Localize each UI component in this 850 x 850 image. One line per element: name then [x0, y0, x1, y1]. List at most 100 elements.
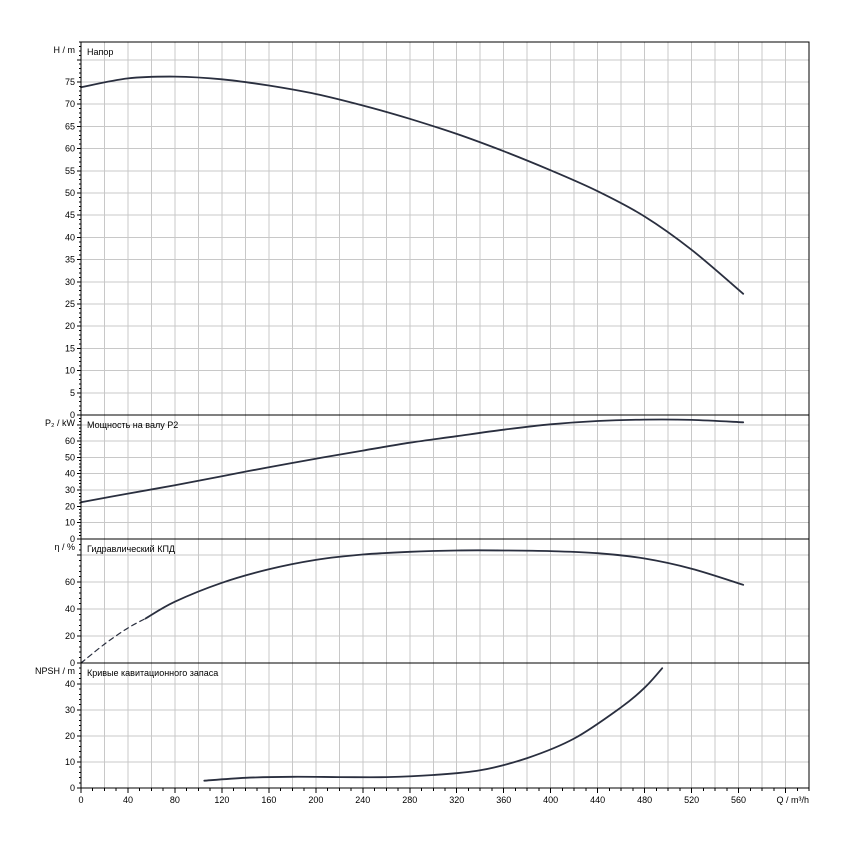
npsh-data-point — [620, 706, 622, 708]
npsh-data-point — [573, 738, 575, 740]
head-data-point — [315, 93, 317, 95]
y-tick-label: 20 — [65, 731, 75, 741]
power-data-point — [503, 429, 505, 431]
y-tick-label: 10 — [65, 518, 75, 528]
npsh-data-point — [292, 776, 294, 778]
power-data-point — [742, 422, 744, 424]
npsh-data-point — [661, 667, 663, 669]
x-tick-label: 320 — [449, 795, 464, 805]
x-tick-label: 160 — [261, 795, 276, 805]
x-tick-label: 80 — [170, 795, 180, 805]
power-data-point — [221, 475, 223, 477]
y-tick-label: 20 — [65, 321, 75, 331]
y-tick-label: 35 — [65, 255, 75, 265]
y-tick-label: 40 — [65, 232, 75, 242]
y-tick-label: 0 — [70, 534, 75, 544]
y-tick-label: 40 — [65, 469, 75, 479]
y-axis-label: NPSH / m — [35, 666, 75, 676]
x-tick-label: 120 — [214, 795, 229, 805]
x-tick-label: 40 — [123, 795, 133, 805]
x-tick-label: 400 — [543, 795, 558, 805]
power-data-point — [127, 493, 129, 495]
efficiency-curve — [144, 549, 745, 620]
y-tick-label: 20 — [65, 501, 75, 511]
npsh-curve — [203, 667, 664, 782]
x-tick-label: 200 — [308, 795, 323, 805]
y-tick-label: 0 — [70, 410, 75, 420]
efficiency-data-point — [503, 550, 505, 552]
power-data-point — [597, 420, 599, 422]
y-tick-label: 20 — [65, 631, 75, 641]
power-data-point — [174, 484, 176, 486]
power-data-point — [409, 442, 411, 444]
panel-title: Гидравлический КПД — [87, 544, 175, 554]
efficiency-data-point — [409, 551, 411, 553]
y-tick-label: 30 — [65, 705, 75, 715]
y-axis-label: P₂ / kW — [45, 418, 75, 428]
efficiency-data-point — [456, 550, 458, 552]
y-tick-label: 0 — [70, 658, 75, 668]
head-data-point — [742, 293, 744, 295]
npsh-data-point — [203, 780, 205, 782]
head-data-point — [174, 76, 176, 78]
y-tick-label: 5 — [70, 388, 75, 398]
efficiency-data-point — [597, 552, 599, 554]
power-curve — [80, 418, 745, 504]
chart-ticks — [77, 41, 810, 793]
head-data-point — [456, 133, 458, 135]
y-tick-label: 30 — [65, 277, 75, 287]
power-data-point — [550, 424, 552, 426]
x-tick-label: 440 — [590, 795, 605, 805]
efficiency-data-point — [691, 568, 693, 570]
chart-curves — [80, 75, 745, 782]
y-tick-label: 10 — [65, 757, 75, 767]
y-axis-label: H / m — [54, 45, 76, 55]
efficiency-data-point — [268, 569, 270, 571]
npsh-data-point — [245, 777, 247, 779]
npsh-data-point — [526, 757, 528, 759]
efficiency-data-point — [221, 582, 223, 584]
power-data-point — [691, 419, 693, 421]
efficiency-curve-dashed — [80, 617, 147, 664]
x-tick-label: 480 — [637, 795, 652, 805]
y-tick-label: 0 — [70, 783, 75, 793]
head-data-point — [268, 85, 270, 87]
chart-grid — [81, 42, 809, 788]
power-data-point — [644, 419, 646, 421]
efficiency-data-point — [362, 554, 364, 556]
y-tick-label: 45 — [65, 210, 75, 220]
efficiency-data-point — [315, 559, 317, 561]
head-data-point — [597, 190, 599, 192]
panel-title: Напор — [87, 47, 113, 57]
x-axis-label: Q / m³/h — [776, 795, 809, 805]
efficiency-data-point — [127, 627, 129, 629]
head-data-point — [127, 78, 129, 80]
head-data-point — [362, 105, 364, 107]
efficiency-data-point — [550, 550, 552, 552]
panel-title: Мощность на валу P2 — [87, 420, 178, 430]
npsh-data-point — [479, 769, 481, 771]
y-tick-label: 50 — [65, 452, 75, 462]
efficiency-data-point — [145, 618, 147, 620]
x-tick-label: 360 — [496, 795, 511, 805]
y-tick-label: 75 — [65, 77, 75, 87]
x-tick-label: 280 — [402, 795, 417, 805]
power-data-point — [315, 458, 317, 460]
y-tick-label: 70 — [65, 99, 75, 109]
power-data-point — [456, 435, 458, 437]
npsh-data-point — [339, 776, 341, 778]
npsh-data-point — [385, 776, 387, 778]
head-curve — [80, 75, 745, 295]
head-data-point — [409, 118, 411, 120]
efficiency-data-point — [104, 643, 106, 645]
head-data-point — [221, 79, 223, 81]
head-data-point — [503, 150, 505, 152]
npsh-data-point — [644, 687, 646, 689]
y-tick-label: 60 — [65, 577, 75, 587]
y-tick-label: 60 — [65, 436, 75, 446]
y-tick-label: 65 — [65, 121, 75, 131]
head-data-point — [550, 170, 552, 172]
head-data-point — [691, 249, 693, 251]
y-tick-label: 40 — [65, 679, 75, 689]
